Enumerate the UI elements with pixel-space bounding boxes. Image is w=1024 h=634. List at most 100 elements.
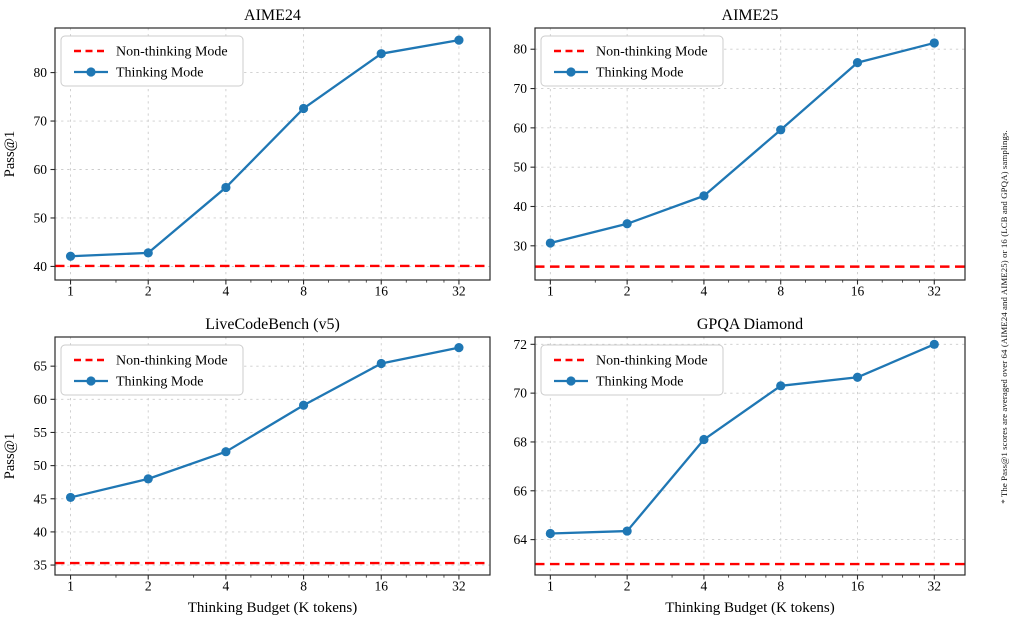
y-tick-label: 40 <box>34 259 48 274</box>
data-point-marker <box>776 381 786 391</box>
chart-livecodebench: 1 2 4 8 16 32 35 40 45 50 55 60 65 LiveCodeBench (v5)… <box>0 310 492 634</box>
x-tick-label: 1 <box>547 284 554 299</box>
data-point-marker <box>65 492 76 503</box>
y-tick-label: 30 <box>514 238 528 253</box>
grid <box>535 337 965 575</box>
y-tick-label: 50 <box>34 458 48 473</box>
x-tick-label: 2 <box>624 579 631 594</box>
data-point-marker <box>221 182 231 193</box>
y-tick-label: 70 <box>514 81 528 96</box>
data-point-marker <box>929 339 939 349</box>
legend: Non-thinking Mode Thinking Mode <box>540 344 724 396</box>
x-tick-label: 16 <box>851 284 865 299</box>
chart-gpqa-diamond: 1 2 4 8 16 32 64 66 68 70 72 GPQA Diamond Thinking B… <box>492 310 984 634</box>
legend-label-thinking: Thinking Mode <box>596 66 684 81</box>
y-tick-label: 60 <box>34 162 48 177</box>
data-point-marker <box>454 35 464 45</box>
thinking-line <box>70 38 460 258</box>
legend-label-thinking: Thinking Mode <box>596 375 684 390</box>
x-tick-label: 8 <box>777 579 784 594</box>
y-tick-label: 70 <box>34 114 48 129</box>
ticks <box>50 365 460 580</box>
data-point-marker <box>929 38 939 48</box>
legend-label-thinking: Thinking Mode <box>116 375 204 390</box>
thinking-line <box>70 346 460 499</box>
data-point-marker <box>622 219 632 229</box>
y-axis-label: Pass@1 <box>2 433 18 479</box>
axes-spines <box>534 336 966 576</box>
legend-label-non-thinking: Non-thinking Mode <box>116 45 228 60</box>
y-tick-label: 72 <box>514 337 528 352</box>
ticks <box>530 343 935 580</box>
x-tick-label: 16 <box>851 579 865 594</box>
x-tick-label: 32 <box>452 579 466 594</box>
x-tick-label: 1 <box>67 284 74 299</box>
x-tick-label: 8 <box>777 284 784 299</box>
data-point-marker <box>298 400 309 410</box>
ticks <box>50 72 460 285</box>
legend-thinking-marker <box>86 376 96 386</box>
x-axis-label: Thinking Budget (K tokens) <box>188 600 358 616</box>
x-tick-label: 4 <box>701 579 708 594</box>
y-tick-label: 70 <box>514 386 528 401</box>
chart-title: AIME25 <box>722 7 779 24</box>
legend-box <box>540 344 724 396</box>
x-tick-label: 2 <box>145 579 152 594</box>
chart-canvas: 1 2 4 8 16 32 30 40 50 60 70 80 AIME25 Non-thinking M… <box>514 7 966 299</box>
x-tick-label: 32 <box>452 284 466 299</box>
legend-box <box>60 35 244 87</box>
x-tick-label: 1 <box>67 579 74 594</box>
ticks <box>530 48 935 285</box>
y-tick-label: 50 <box>34 210 48 225</box>
side-note-column: * The Pass@1 scores are averaged over 64… <box>984 0 1024 634</box>
data-point-marker <box>545 238 555 248</box>
data-point-marker <box>143 474 153 484</box>
data-point-marker <box>376 358 386 369</box>
y-axis-label: Pass@1 <box>2 131 18 177</box>
y-tick-label: 60 <box>34 392 48 407</box>
data-point-marker <box>699 434 709 445</box>
data-point-marker <box>699 191 709 201</box>
x-tick-label: 4 <box>223 284 230 299</box>
axes-spines <box>54 336 491 576</box>
legend-label-non-thinking: Non-thinking Mode <box>116 354 228 369</box>
legend-label-non-thinking: Non-thinking Mode <box>596 45 708 60</box>
legend-thinking-marker <box>566 376 576 386</box>
legend: Non-thinking Mode Thinking Mode <box>540 35 724 87</box>
chart-aime24: 1 2 4 8 16 32 40 50 60 70 80 AIME24 Pass@1 Non-thinki… <box>0 0 492 310</box>
grid <box>535 28 965 280</box>
x-tick-label: 16 <box>375 284 389 299</box>
y-tick-label: 40 <box>514 199 528 214</box>
data-point-marker <box>143 248 153 258</box>
y-tick-label: 65 <box>34 359 48 374</box>
data-point-marker <box>622 526 632 536</box>
legend-box <box>540 35 724 87</box>
y-tick-label: 35 <box>34 558 48 573</box>
y-tick-label: 55 <box>34 425 48 440</box>
x-tick-label: 4 <box>701 284 708 299</box>
x-axis-label: Thinking Budget (K tokens) <box>665 600 835 616</box>
thinking-line <box>550 41 935 245</box>
legend-thinking-marker <box>86 67 96 77</box>
chart-title: LiveCodeBench (v5) <box>205 316 340 333</box>
data-point-marker <box>545 528 555 539</box>
legend-thinking-marker <box>566 67 576 77</box>
y-tick-label: 64 <box>514 532 528 547</box>
chart-title: GPQA Diamond <box>697 316 803 333</box>
y-tick-label: 40 <box>34 524 48 539</box>
y-tick-label: 66 <box>514 483 528 498</box>
x-tick-label: 2 <box>624 284 631 299</box>
data-point-marker <box>376 49 386 59</box>
x-tick-label: 4 <box>223 579 230 594</box>
legend-label-non-thinking: Non-thinking Mode <box>596 354 708 369</box>
chart-title: AIME24 <box>244 7 301 24</box>
thinking-line <box>550 343 935 535</box>
y-tick-label: 68 <box>514 434 528 449</box>
data-point-marker <box>776 125 786 135</box>
data-point-marker <box>221 447 231 457</box>
y-tick-label: 80 <box>514 42 528 57</box>
x-tick-label: 2 <box>145 284 152 299</box>
data-point-marker <box>852 372 863 382</box>
chart-canvas: 1 2 4 8 16 32 35 40 45 50 55 60 65 LiveCodeBench (v5)… <box>2 316 491 616</box>
